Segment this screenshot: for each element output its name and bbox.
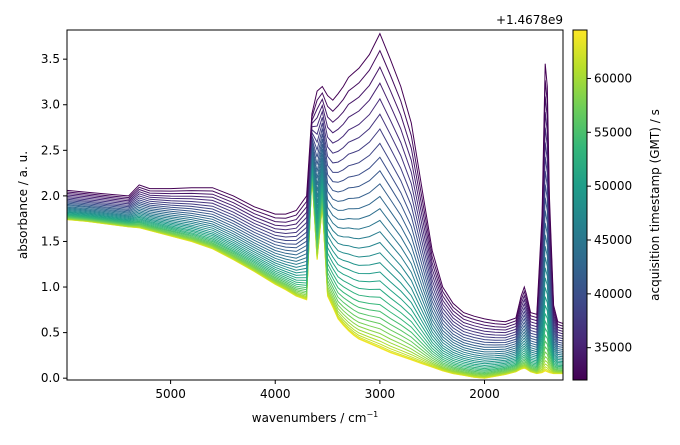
- spectrum-line: [67, 174, 563, 378]
- spectrum-line: [67, 32, 563, 324]
- spectrum-line: [67, 49, 563, 327]
- x-axis-label-superscript: −1: [366, 410, 378, 419]
- spectrum-line: [67, 162, 563, 367]
- x-tick-label: 2000: [469, 387, 500, 401]
- y-tick-label: 3.5: [41, 52, 60, 66]
- spectrum-line: [67, 173, 563, 377]
- spectrum-line: [67, 160, 563, 365]
- spectrum-line: [67, 113, 563, 337]
- spectrum-line: [67, 170, 563, 375]
- spectrum-line: [67, 167, 563, 371]
- x-tick-label: 3000: [365, 387, 396, 401]
- spectrum-line: [67, 65, 563, 330]
- x-axis-ticks: 5000 4000 3000 2000: [155, 380, 500, 401]
- spectrum-line: [67, 169, 563, 374]
- spectrum-line: [67, 97, 563, 335]
- spectra-series-group: [67, 32, 563, 379]
- spectrum-line: [67, 143, 563, 348]
- colorbar-ticks: 35000 40000 45000 50000 55000 60000: [587, 71, 632, 355]
- y-tick-label: 2.0: [41, 189, 60, 203]
- spectrum-line: [67, 152, 563, 357]
- x-axis-label: wavenumbers / cm−1: [252, 410, 379, 425]
- colorbar-tick-label: 45000: [594, 233, 632, 247]
- y-tick-label: 1.5: [41, 234, 60, 248]
- colorbar-tick-label: 35000: [594, 341, 632, 355]
- colorbar: 35000 40000 45000 50000 55000 60000 acquisiti…: [572, 29, 662, 381]
- spectrum-line: [67, 164, 563, 368]
- colorbar-label: acquisition timestamp (GMT) / s: [648, 109, 662, 301]
- y-tick-label: 1.0: [41, 280, 60, 294]
- colorbar-tick-label: 50000: [594, 179, 632, 193]
- spectrum-line: [67, 171, 563, 376]
- colorbar-tick-label: 60000: [594, 71, 632, 85]
- y-axis-ticks: 0.0 0.5 1.0 1.5 2.0 2.5 3.0 3.5: [41, 52, 67, 385]
- x-tick-label: 4000: [260, 387, 291, 401]
- y-axis-label: absorbance / a. u.: [16, 151, 30, 259]
- colorbar-tick-label: 40000: [594, 287, 632, 301]
- spectrum-line: [67, 133, 563, 344]
- spectrum-line: [67, 128, 563, 342]
- spectrum-line: [67, 150, 563, 355]
- y-tick-label: 0.5: [41, 326, 60, 340]
- x-tick-label: 5000: [155, 387, 186, 401]
- colorbar-frame: [572, 29, 588, 381]
- spectrum-line: [67, 172, 563, 376]
- plot-area-frame: [66, 29, 564, 381]
- y-tick-label: 2.5: [41, 143, 60, 157]
- colorbar-gradient: [573, 30, 587, 380]
- spectrum-line: [67, 157, 563, 361]
- spectrum-line: [67, 158, 563, 363]
- spectrum-line: [67, 148, 563, 353]
- axis-offset-text: +1.4678e9: [496, 13, 563, 27]
- y-tick-label: 3.0: [41, 98, 60, 112]
- spectrum-line: [67, 82, 563, 332]
- spectrum-line: [67, 145, 563, 351]
- spectrum-line: [67, 122, 563, 340]
- spectrum-line: [67, 165, 563, 370]
- spectrum-line: [67, 154, 563, 359]
- colorbar-tick-label: 55000: [594, 125, 632, 139]
- spectrum-line: [67, 168, 563, 372]
- y-tick-label: 0.0: [41, 371, 60, 385]
- spectrum-line: [67, 138, 563, 346]
